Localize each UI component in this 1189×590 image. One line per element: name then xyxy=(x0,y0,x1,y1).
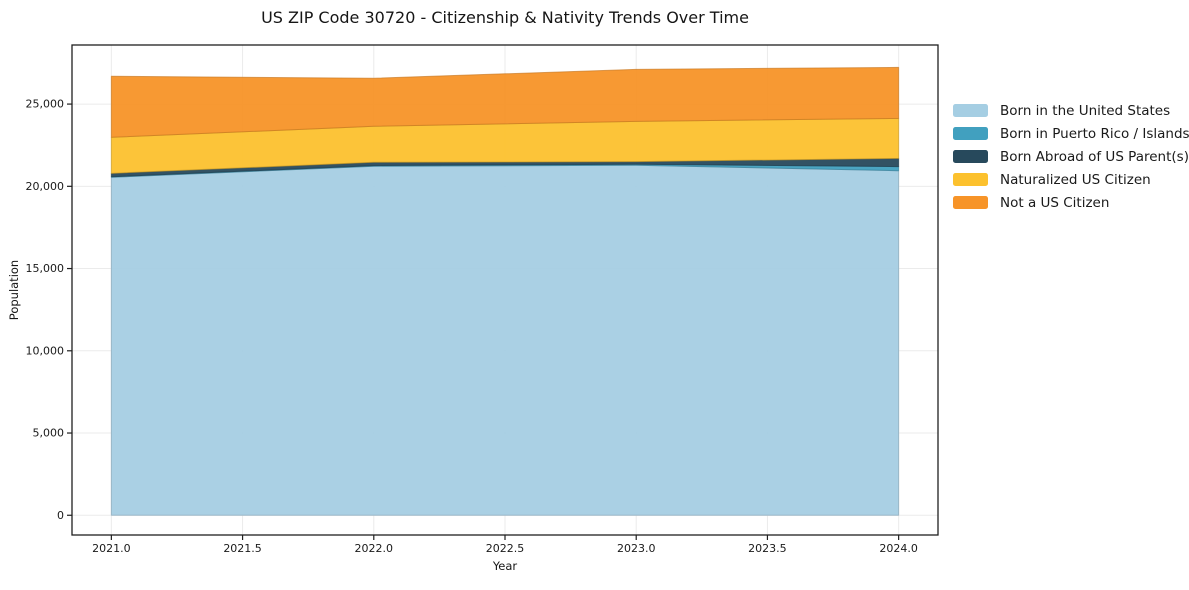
legend-label: Born in the United States xyxy=(1000,102,1171,119)
legend-item-not-a-us-citizen: Not a US Citizen xyxy=(953,194,1189,211)
area-not-a-us-citizen xyxy=(110,66,900,138)
x-tick-label: 2021.0 xyxy=(92,542,131,555)
y-tick-label: 25,000 xyxy=(26,98,65,111)
x-tick-label: 2021.5 xyxy=(223,542,262,555)
legend-item-naturalized-us-citizen: Naturalized US Citizen xyxy=(953,171,1189,188)
x-tick-label: 2023.0 xyxy=(617,542,656,555)
y-tick-label: 0 xyxy=(57,509,64,522)
y-axis-label: Population xyxy=(7,259,21,321)
y-tick-label: 20,000 xyxy=(26,180,65,193)
legend-swatch xyxy=(953,173,988,186)
x-tick-label: 2023.5 xyxy=(748,542,787,555)
chart-title: US ZIP Code 30720 - Citizenship & Nativi… xyxy=(261,8,749,27)
legend-swatch xyxy=(953,150,988,163)
area-born-in-the-united-states xyxy=(110,164,900,516)
legend-item-born-in-puerto-rico-islands: Born in Puerto Rico / Islands xyxy=(953,125,1189,142)
legend-swatch xyxy=(953,127,988,140)
y-tick-label: 5,000 xyxy=(33,427,65,440)
legend-label: Born in Puerto Rico / Islands xyxy=(1000,125,1189,142)
legend-item-born-abroad-of-us-parent-s: Born Abroad of US Parent(s) xyxy=(953,148,1189,165)
x-tick-label: 2022.5 xyxy=(486,542,525,555)
y-tick-label: 10,000 xyxy=(26,344,65,357)
legend-label: Not a US Citizen xyxy=(1000,194,1110,211)
x-tick-label: 2024.0 xyxy=(879,542,918,555)
legend-label: Naturalized US Citizen xyxy=(1000,171,1151,188)
x-tick-label: 2022.0 xyxy=(355,542,394,555)
legend-swatch xyxy=(953,104,988,117)
legend-label: Born Abroad of US Parent(s) xyxy=(1000,148,1189,165)
legend: Born in the United States Born in Puerto … xyxy=(953,102,1189,219)
y-tick-label: 15,000 xyxy=(26,262,65,275)
x-axis-label: Year xyxy=(492,559,518,573)
legend-item-born-in-the-united-states: Born in the United States xyxy=(953,102,1189,119)
legend-swatch xyxy=(953,196,988,209)
